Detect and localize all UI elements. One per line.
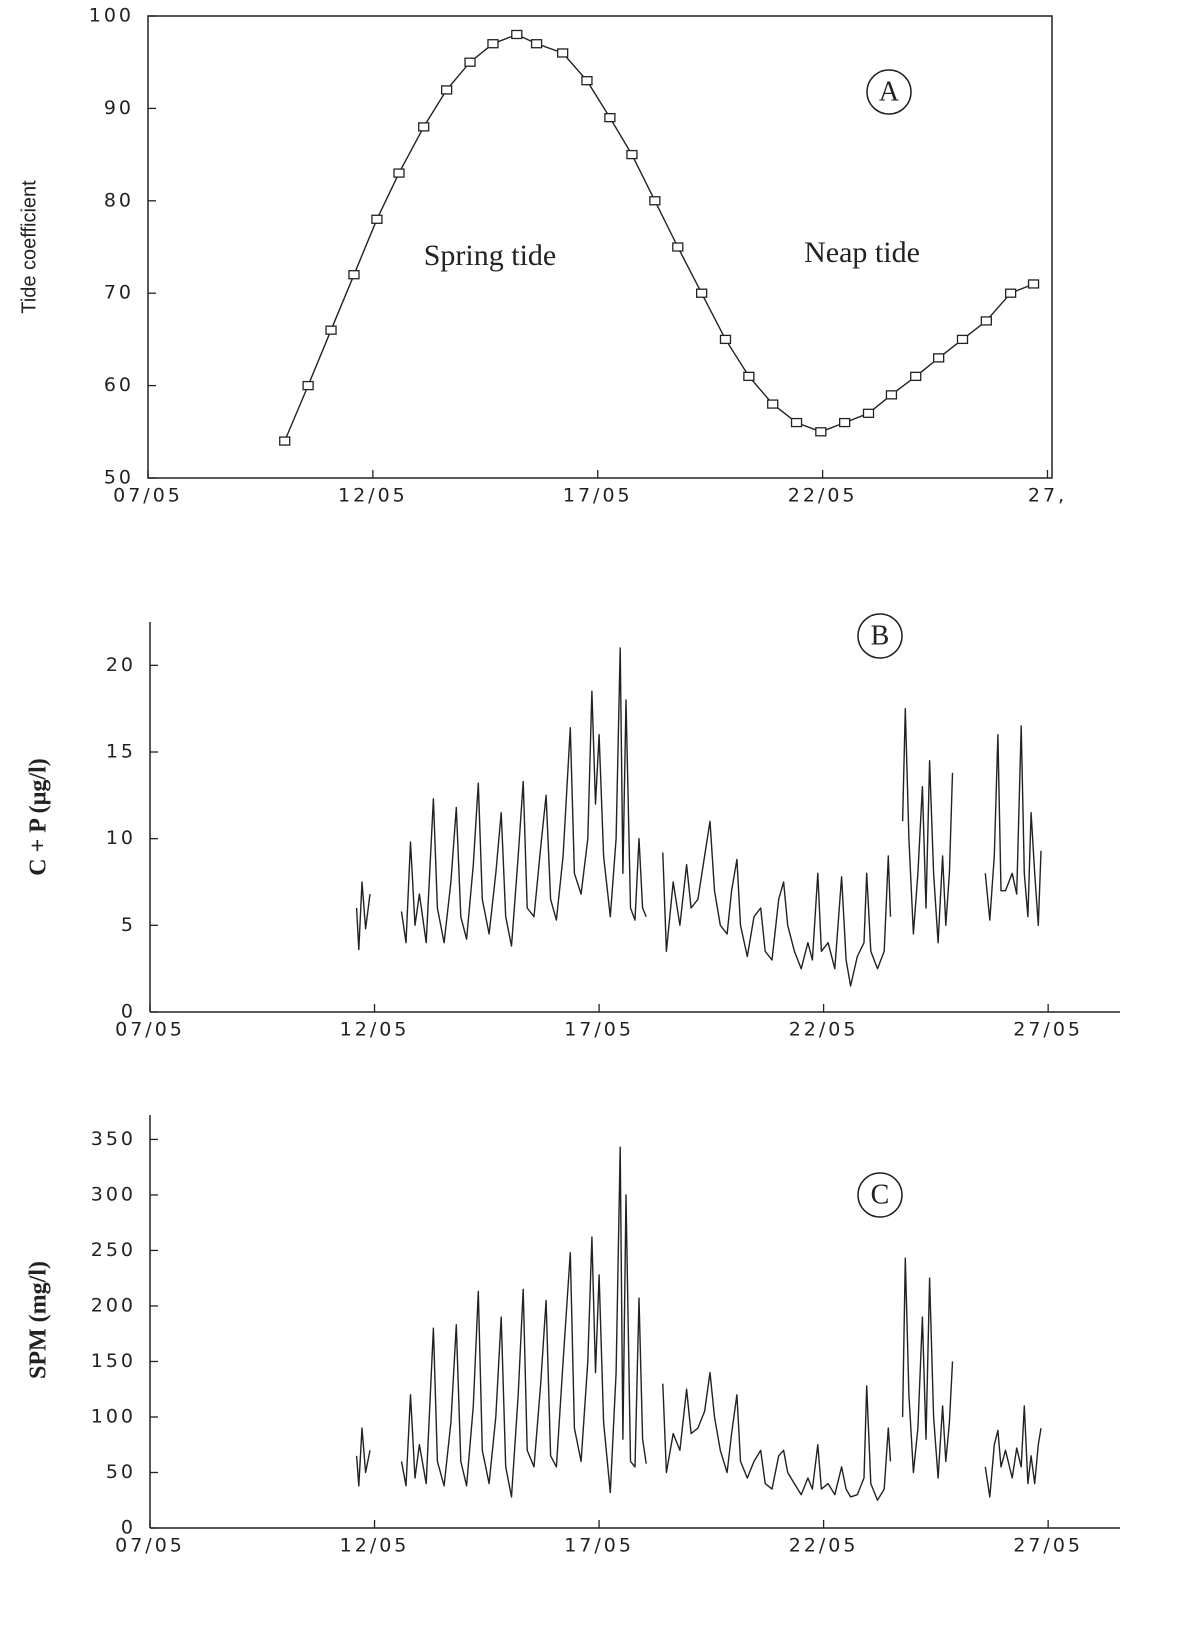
marker [279, 436, 291, 446]
y-tick-label: 0 [121, 1517, 136, 1539]
marker [604, 112, 616, 123]
x-tick-label: 27/05 [1013, 1019, 1083, 1041]
x-tick-label: 27/05 [1013, 1535, 1083, 1557]
y-tick-label: 60 [104, 374, 134, 396]
panel-circle [866, 69, 912, 115]
marker [325, 325, 337, 335]
x-tick-label: 07/05 [115, 1019, 185, 1041]
y-tick-label: 250 [91, 1239, 136, 1261]
marker [348, 270, 360, 280]
marker [885, 390, 898, 400]
y-axis-label: Tide coefficient [18, 180, 40, 314]
marker [649, 196, 661, 206]
plot-frame [147, 15, 1053, 479]
x-tick-label: 07/05 [115, 1535, 185, 1557]
marker [743, 371, 755, 382]
x-tick-label: 17/05 [564, 1535, 634, 1557]
y-tick-label: 350 [91, 1128, 136, 1150]
annotation: Neap tide [804, 236, 920, 269]
y-tick-label: 80 [104, 189, 134, 211]
x-tick-label: 12/05 [340, 1535, 410, 1557]
panel-label: B [871, 620, 890, 651]
y-axis-label: C + P (µg/l) [26, 758, 52, 876]
marker [910, 371, 922, 382]
y-tick-label: 300 [91, 1183, 136, 1205]
y-tick-label: 50 [106, 1461, 136, 1483]
y-tick-label: 20 [106, 654, 136, 676]
marker [1027, 279, 1040, 289]
y-tick-label: 100 [89, 5, 134, 27]
y-axis-label: SPM (mg/l) [26, 1261, 52, 1379]
panel-label: C [871, 1179, 890, 1210]
y-tick-label: 50 [104, 467, 134, 489]
y-tick-label: 200 [91, 1294, 136, 1316]
x-tick-label: 07/05 [113, 485, 183, 507]
x-tick-label: 12/05 [340, 1019, 410, 1041]
annotation: Spring tide [424, 239, 557, 272]
marker [440, 85, 453, 95]
data-line [355, 1146, 1042, 1501]
marker [487, 39, 499, 49]
y-tick-label: 15 [106, 741, 136, 763]
marker [956, 334, 969, 345]
marker [672, 242, 684, 252]
marker [393, 168, 405, 178]
y-tick-label: 150 [91, 1350, 136, 1372]
panel-label: A [879, 76, 900, 107]
marker [839, 417, 851, 428]
marker [933, 353, 945, 363]
marker [530, 39, 543, 49]
x-tick-label: 27, [1028, 485, 1067, 507]
x-tick-label: 17/05 [564, 1019, 634, 1041]
marker [1004, 288, 1017, 298]
marker [695, 288, 708, 298]
y-tick-label: 90 [104, 97, 134, 119]
y-tick-label: 5 [121, 914, 136, 936]
marker [371, 214, 383, 224]
marker [464, 57, 476, 67]
marker [626, 149, 638, 160]
y-tick-label: 0 [121, 1001, 136, 1023]
marker [719, 334, 732, 345]
y-tick-label: 70 [104, 282, 134, 304]
marker [790, 417, 803, 428]
marker [815, 427, 827, 437]
panel-circle [857, 613, 903, 659]
data-line [355, 647, 1042, 987]
x-tick-label: 22/05 [789, 1019, 859, 1041]
marker [557, 48, 569, 58]
marker [980, 316, 992, 326]
y-tick-label: 10 [106, 827, 136, 849]
marker [302, 380, 314, 391]
x-tick-label: 22/05 [788, 485, 858, 507]
x-tick-label: 22/05 [789, 1535, 859, 1557]
marker [418, 122, 430, 132]
y-tick-label: 100 [91, 1405, 136, 1427]
panel-circle [857, 1172, 903, 1218]
marker [767, 399, 779, 409]
marker [511, 29, 523, 40]
x-tick-label: 12/05 [338, 485, 408, 507]
marker [862, 408, 875, 418]
x-tick-label: 17/05 [563, 485, 633, 507]
marker [581, 76, 593, 86]
